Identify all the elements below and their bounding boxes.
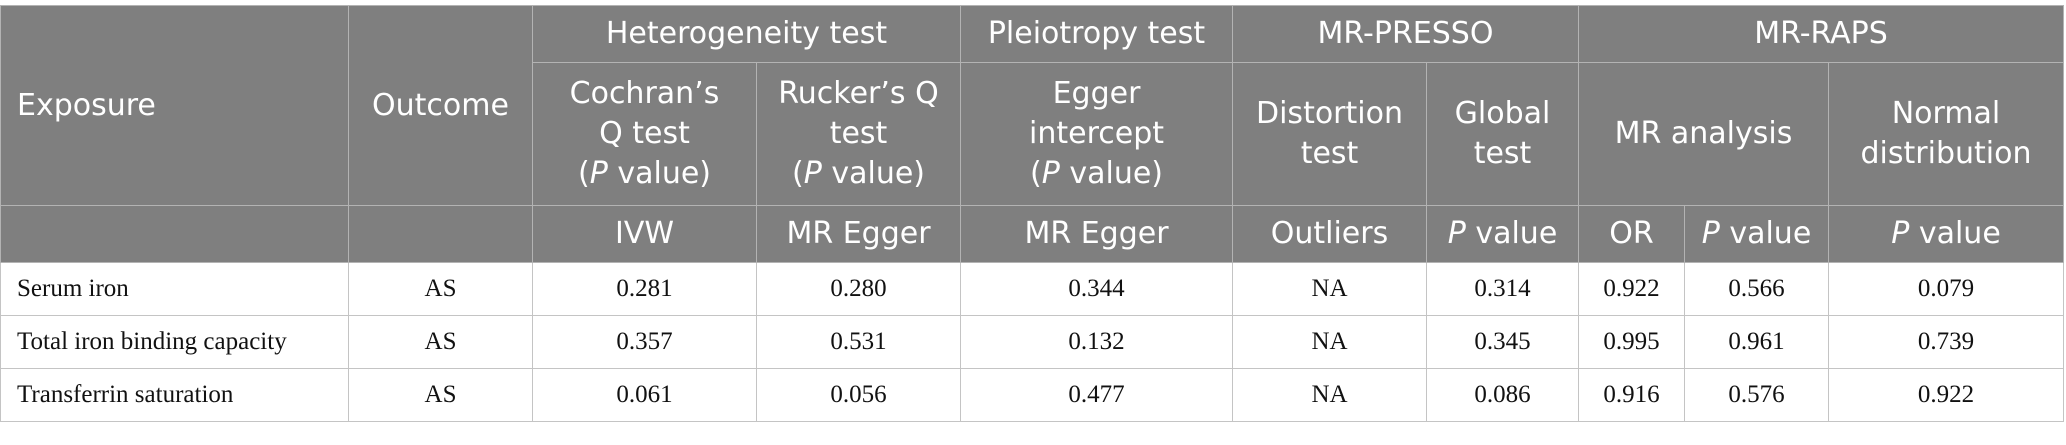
ivw-cell: 0.061 (532, 368, 757, 422)
mr-egger-intercept-method-header: MR Egger (960, 205, 1233, 263)
egger-intercept-cell: 0.477 (960, 368, 1233, 422)
or-cell: 0.922 (1578, 262, 1685, 316)
rucker-q-header: Rucker’s Q test (P value) (756, 62, 961, 206)
egger-intercept-header: Egger intercept (P value) (960, 62, 1233, 206)
table-row: Serum iron AS 0.281 0.280 0.344 NA 0.314… (0, 262, 2064, 316)
header-row-subgroups: Cochran’s Q test (P value) Rucker’s Q te… (1, 62, 2064, 206)
mr-p-cell: 0.576 (1684, 368, 1829, 422)
exposure-cell: Serum iron (0, 262, 349, 316)
mr-p-cell: 0.566 (1684, 262, 1829, 316)
or-header: OR (1578, 205, 1685, 263)
exposure-header: Exposure (0, 5, 349, 206)
outliers-cell: NA (1232, 315, 1427, 369)
mr-presso-group-header: MR-PRESSO (1232, 5, 1579, 63)
header-row-methods: IVW MR Egger MR Egger Outliers P value O… (0, 205, 2064, 263)
or-cell: 0.916 (1578, 368, 1685, 422)
global-p-cell: 0.086 (1426, 368, 1579, 422)
heterogeneity-group-header: Heterogeneity test (532, 5, 961, 63)
outliers-header: Outliers (1232, 205, 1427, 263)
mr-p-cell: 0.961 (1684, 315, 1829, 369)
or-cell: 0.995 (1578, 315, 1685, 369)
global-test-header: Global test (1426, 62, 1579, 206)
results-table-container: Exposure Outcome Heterogeneity test Plei… (0, 5, 2066, 422)
outliers-cell: NA (1232, 368, 1427, 422)
normal-p-cell: 0.079 (1828, 262, 2064, 316)
header-row-groups: Exposure Outcome Heterogeneity test Plei… (0, 5, 2064, 206)
normal-p-cell: 0.739 (1828, 315, 2064, 369)
outcome-header: Outcome (348, 5, 533, 206)
outcome-cell: AS (348, 368, 533, 422)
mr-egger-q-cell: 0.531 (756, 315, 961, 369)
cochran-q-header: Cochran’s Q test (P value) (532, 62, 757, 206)
exposure-cell: Total iron binding capacity (0, 315, 349, 369)
normal-distribution-header: Normal distribution (1828, 62, 2064, 206)
normal-p-cell: 0.922 (1828, 368, 2064, 422)
egger-intercept-cell: 0.132 (960, 315, 1233, 369)
global-p-value-header: P value (1426, 205, 1579, 263)
outcome-cell: AS (348, 262, 533, 316)
table-row: Transferrin saturation AS 0.061 0.056 0.… (0, 368, 2064, 422)
mr-analysis-header: MR analysis (1578, 62, 1829, 206)
results-table: Exposure Outcome Heterogeneity test Plei… (0, 5, 2064, 422)
pleiotropy-group-header: Pleiotropy test (960, 5, 1233, 63)
mr-raps-group-header: MR-RAPS (1578, 5, 2064, 63)
egger-intercept-cell: 0.344 (960, 262, 1233, 316)
global-p-cell: 0.345 (1426, 315, 1579, 369)
distortion-test-header: Distortion test (1232, 62, 1427, 206)
outliers-cell: NA (1232, 262, 1427, 316)
ivw-cell: 0.281 (532, 262, 757, 316)
exposure-header-continuation (0, 205, 349, 263)
outcome-cell: AS (348, 315, 533, 369)
mr-p-value-header: P value (1684, 205, 1829, 263)
outcome-header-continuation (348, 205, 533, 263)
ivw-cell: 0.357 (532, 315, 757, 369)
mr-egger-q-header: MR Egger (756, 205, 961, 263)
normal-p-value-header: P value (1828, 205, 2064, 263)
ivw-header: IVW (532, 205, 757, 263)
table-row: Total iron binding capacity AS 0.357 0.5… (0, 315, 2064, 369)
mr-egger-q-cell: 0.056 (756, 368, 961, 422)
mr-egger-q-cell: 0.280 (756, 262, 961, 316)
global-p-cell: 0.314 (1426, 262, 1579, 316)
exposure-cell: Transferrin saturation (0, 368, 349, 422)
